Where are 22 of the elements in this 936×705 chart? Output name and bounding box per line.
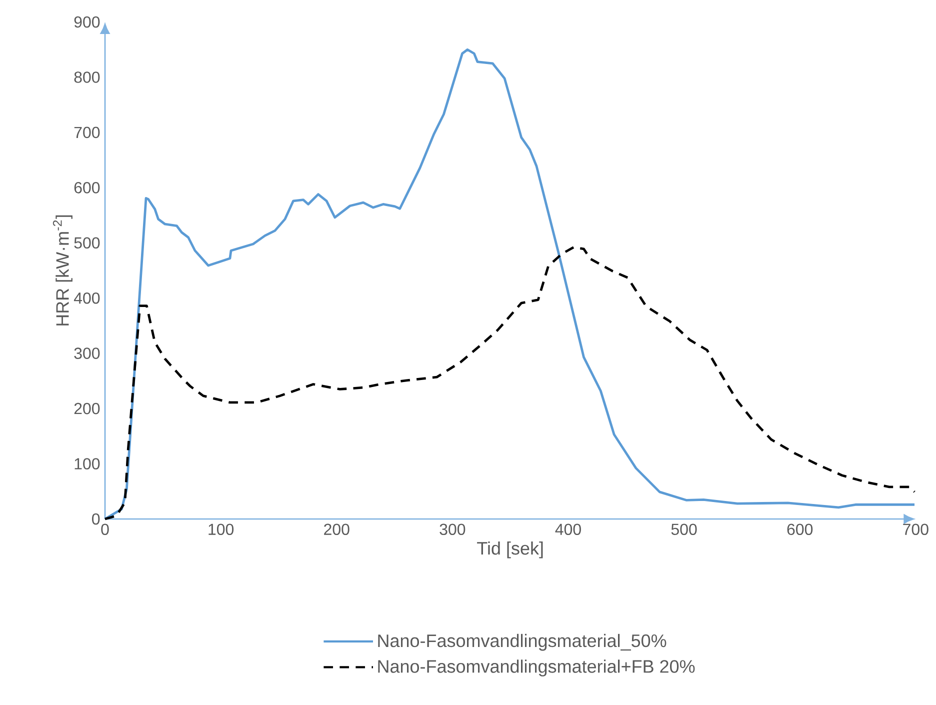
x-axis-title: Tid [sek] <box>477 542 543 558</box>
x-tick-label: 400 <box>555 524 581 536</box>
x-tick-label: 200 <box>324 524 350 536</box>
legend-label: Nano-Fasomvandlingsmaterial+FB 20% <box>378 660 695 676</box>
x-tick-label: 500 <box>671 524 697 536</box>
y-tick-label: 100 <box>74 458 100 470</box>
x-tick-label: 100 <box>208 524 234 536</box>
y-tick-label: 800 <box>74 72 100 83</box>
y-tick-label: 300 <box>74 348 100 359</box>
y-tick-label: 900 <box>74 16 100 28</box>
x-tick-label: 700 <box>903 524 928 536</box>
y-tick-label: 400 <box>74 292 100 304</box>
legend-label: Nano-Fasomvandlingsmaterial_50% <box>378 634 666 651</box>
y-tick-label: 600 <box>74 182 100 194</box>
x-tick-label: 600 <box>787 524 813 536</box>
y-tick-label: 200 <box>74 402 100 414</box>
y-tick-label: 500 <box>74 237 100 249</box>
y-tick-label: 700 <box>74 126 100 138</box>
x-tick-label: 0 <box>101 524 109 536</box>
x-tick-label: 300 <box>440 524 466 536</box>
y-axis-title: HRR [kW·m$^{-2}$] <box>52 215 72 326</box>
y-tick-label: 0 <box>92 513 100 525</box>
